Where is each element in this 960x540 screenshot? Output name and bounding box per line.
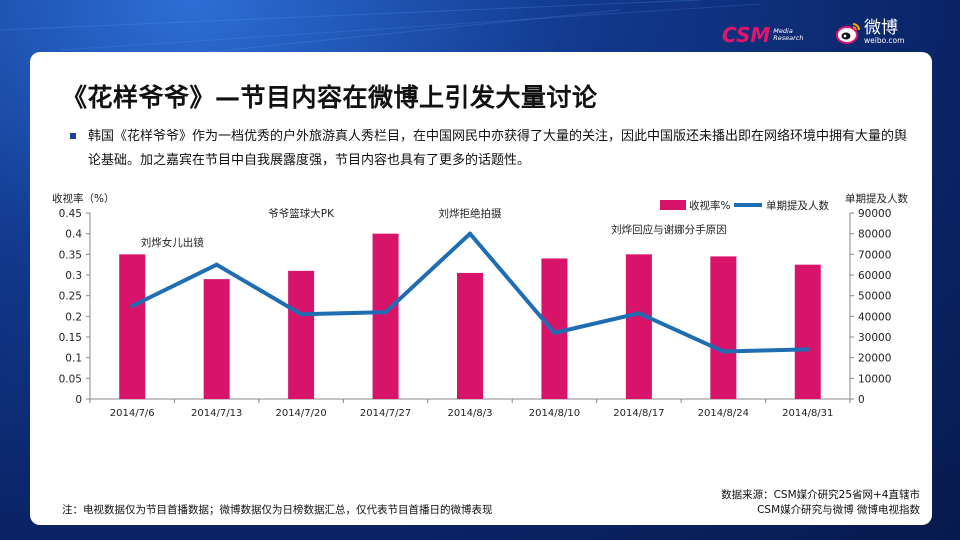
left-tick-label: 0.3: [65, 270, 82, 282]
left-tick-label: 0.45: [59, 208, 82, 220]
x-tick-label: 2014/8/24: [698, 408, 749, 419]
data-source: 数据来源：CSM媒介研究25省网+4直辖市 CSM媒介研究与微博 微博电视指数: [721, 488, 920, 518]
x-tick-label: 2014/8/10: [529, 408, 580, 419]
right-tick-label: 50000: [858, 291, 891, 303]
x-tick-label: 2014/7/13: [191, 408, 242, 419]
bar-rating: [288, 270, 315, 399]
x-tick-label: 2014/8/31: [782, 408, 833, 419]
left-tick-label: 0.15: [59, 332, 82, 344]
csm-logo-subtitle: Media Research: [773, 28, 803, 42]
weibo-logo: 微博 weibo.com: [836, 20, 904, 45]
bullet-square-icon: [70, 133, 76, 139]
bar-rating: [625, 254, 652, 399]
x-tick-label: 2014/7/6: [110, 408, 155, 419]
line-mentions-point: [383, 310, 388, 315]
bar-rating: [541, 258, 568, 399]
right-axis-title: 单期提及人数: [845, 192, 908, 205]
line-mentions-point: [214, 262, 219, 267]
line-mentions-point: [636, 311, 641, 316]
footnote: 注：电视数据仅为节目首播数据；微博数据仅为日榜数据汇总，仅代表节目首播日的微博表…: [62, 504, 493, 516]
right-tick-label: 0: [858, 394, 865, 406]
line-mentions-point: [468, 231, 472, 236]
line-mentions-point: [721, 349, 726, 354]
csm-logo: CSM Media Research: [722, 22, 804, 48]
right-tick-label: 70000: [858, 249, 891, 261]
legend-bar-label: 收视率%: [689, 199, 730, 212]
bar-rating: [203, 279, 230, 399]
right-tick-label: 30000: [858, 332, 891, 344]
x-tick-label: 2014/8/3: [448, 408, 493, 419]
left-tick-label: 0.2: [65, 311, 82, 323]
left-tick-label: 0.25: [59, 291, 82, 303]
bar-rating: [457, 272, 483, 399]
left-tick-label: 0.4: [65, 229, 82, 241]
weibo-logo-text: 微博: [864, 18, 898, 38]
x-tick-label: 2014/7/20: [275, 408, 326, 419]
annotation-label: 刘烨拒绝拍摄: [439, 207, 502, 220]
line-mentions-point: [552, 330, 557, 335]
weibo-eye-icon: [836, 22, 860, 44]
right-tick-label: 10000: [858, 373, 891, 385]
right-tick-label: 20000: [858, 353, 891, 365]
csm-logo-mark: CSM: [722, 23, 771, 47]
right-tick-label: 60000: [858, 270, 891, 282]
legend-bar-swatch: [660, 200, 686, 210]
annotation-label: 刘烨女儿出镜: [141, 236, 204, 249]
bar-rating: [119, 254, 146, 399]
right-tick-label: 40000: [858, 311, 891, 323]
weibo-logo-url: weibo.com: [864, 36, 905, 45]
bar-rating: [794, 264, 821, 399]
left-tick-label: 0.05: [59, 373, 82, 385]
bar-rating: [372, 233, 399, 399]
left-tick-label: 0.35: [59, 249, 82, 261]
legend-line-label: 单期提及人数: [766, 199, 829, 212]
x-tick-label: 2014/7/27: [360, 408, 411, 419]
right-tick-label: 90000: [858, 208, 891, 220]
source-line-1: 数据来源：CSM媒介研究25省网+4直辖市: [721, 489, 920, 501]
line-mentions-point: [805, 347, 810, 352]
intro-paragraph: 韩国《花样爷爷》作为一档优秀的户外旅游真人秀栏目，在中国网民中亦获得了大量的关注…: [88, 129, 908, 168]
source-line-2: CSM媒介研究与微博 微博电视指数: [757, 504, 920, 516]
line-mentions-point: [299, 312, 304, 317]
left-axis-title: 收视率（%）: [52, 192, 114, 205]
x-tick-label: 2014/8/17: [613, 408, 664, 419]
annotation-label: 爷爷篮球大PK: [268, 207, 335, 220]
annotation-label: 刘烨回应与谢娜分手原因: [611, 223, 727, 236]
left-tick-label: 0.1: [65, 353, 82, 365]
csm-logo-sub-2: Research: [773, 34, 804, 42]
page-title: 《花样爷爷》—节目内容在微博上引发大量讨论: [62, 83, 598, 112]
background-light-lines: [0, 0, 761, 59]
left-tick-label: 0: [75, 394, 82, 406]
right-tick-label: 80000: [858, 229, 891, 241]
csm-logo-sub-1: Media: [773, 27, 793, 35]
bar-rating: [710, 256, 737, 399]
line-mentions-point: [130, 304, 135, 308]
